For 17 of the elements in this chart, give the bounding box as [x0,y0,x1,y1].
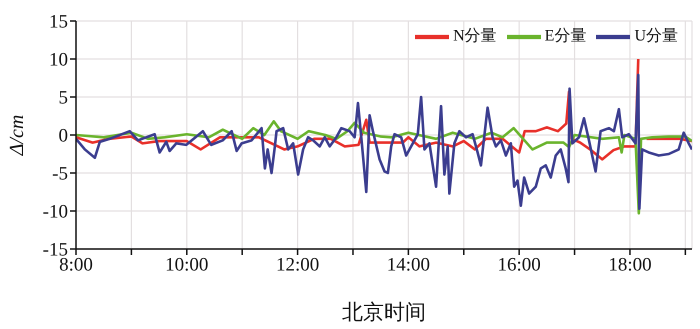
legend-label: U分量 [634,28,678,45]
legend-label: E分量 [544,28,586,45]
x-tick-label: 16:00 [498,254,541,276]
x-tick-label: 10:00 [165,254,208,276]
x-tick-label: 12:00 [276,254,320,276]
y-tick-label: 0 [58,126,68,147]
x-axis-title: 北京时间 [342,300,426,324]
y-tick-label: 5 [58,88,68,109]
y-tick-label: 10 [49,50,68,71]
y-axis-title: Δ/cm [6,114,28,156]
y-tick-label: -5 [52,164,68,185]
x-tick-label: 14:00 [386,254,430,276]
x-tick-label: 18:00 [608,254,652,276]
y-tick-label: -10 [42,202,68,223]
legend-label: N分量 [453,28,497,45]
y-tick-label: 15 [49,12,68,33]
line-series [76,74,692,210]
